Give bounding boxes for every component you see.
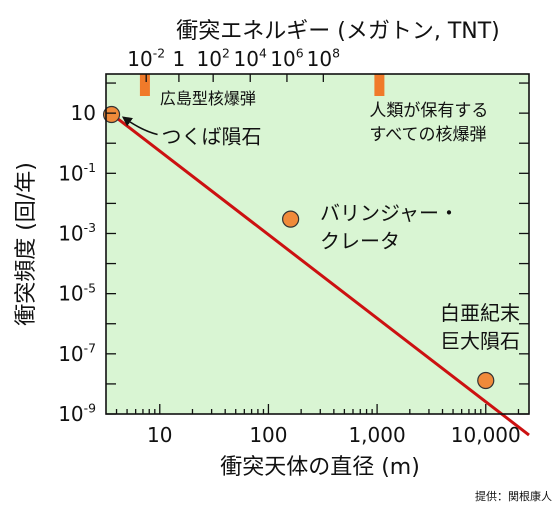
energy-bar-label-all-2: すべての核爆弾 xyxy=(369,125,486,145)
y-tick-label: 10-1 xyxy=(58,160,96,185)
top-axis-label: 衝突エネルギー (メガトン, TNT) xyxy=(176,19,499,44)
energy-bar-2 xyxy=(374,74,385,96)
y-tick-label: 10 xyxy=(71,101,96,125)
energy-bar-label-all-1: 人類が保有する xyxy=(369,101,488,121)
top-tick-label: 104 xyxy=(234,46,267,71)
point-label-barringer-2: クレータ xyxy=(320,229,400,253)
top-tick-label: 1 xyxy=(173,47,186,71)
energy-bar-label-hiroshima: 広島型核爆弾 xyxy=(160,89,256,108)
y-axis-label: 衝突頻度 (回/年) xyxy=(14,162,39,326)
data-point-3 xyxy=(477,371,495,390)
point-label-tsukuba: つくば隕石 xyxy=(162,125,262,149)
x-tick-label: 1,000 xyxy=(348,423,405,447)
energy-bar-1 xyxy=(139,74,150,96)
point-label-kpg-1: 白亜紀末 xyxy=(440,301,520,325)
top-tick-label: 10-2 xyxy=(127,46,165,71)
x-tick-label: 10,000 xyxy=(451,423,521,447)
point-label-barringer-1: バリンジャー・ xyxy=(320,201,459,225)
plot-frame xyxy=(105,73,530,415)
top-tick-label: 108 xyxy=(307,46,340,71)
y-tick-label: 10-9 xyxy=(58,401,96,426)
point-label-kpg-2: 巨大隕石 xyxy=(440,329,520,353)
annotation-arrow xyxy=(121,116,158,136)
y-tick-label: 10-7 xyxy=(58,340,96,365)
y-tick-label: 10-5 xyxy=(58,280,96,305)
data-point-2 xyxy=(282,210,300,228)
credit-text: 提供：関根康人 xyxy=(475,489,552,503)
x-tick-label: 100 xyxy=(249,423,287,447)
y-tick-label: 10-3 xyxy=(58,220,96,245)
top-tick-label: 102 xyxy=(196,46,229,71)
x-tick-label: 10 xyxy=(147,423,172,447)
data-point-1 xyxy=(102,105,121,124)
top-tick-label: 106 xyxy=(270,46,303,71)
x-axis-label: 衝突天体の直径 (m) xyxy=(220,455,420,480)
plot-background xyxy=(106,74,529,414)
trend-line xyxy=(105,108,530,437)
